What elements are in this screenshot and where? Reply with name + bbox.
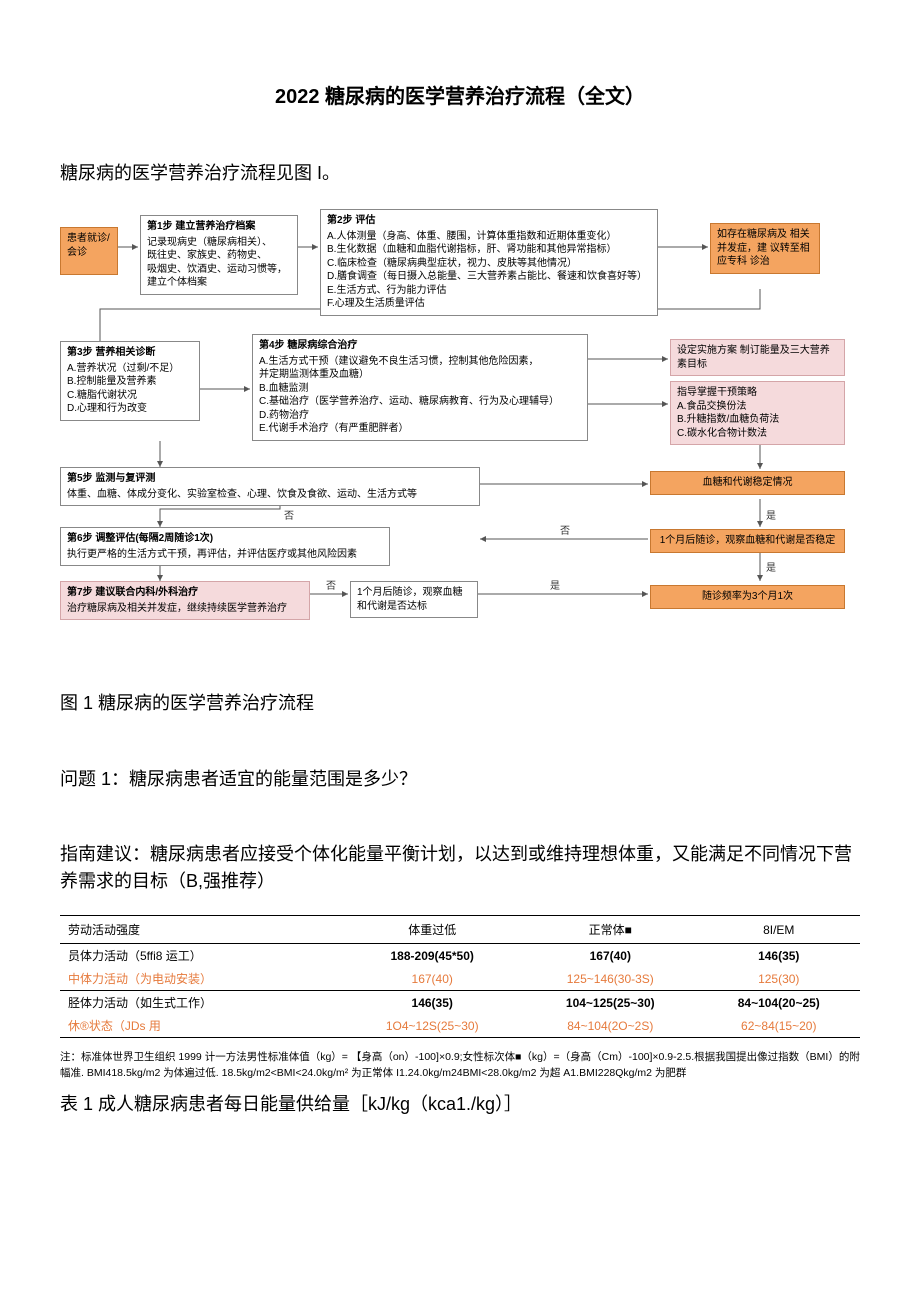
node-step6-title: 第6步 调整评估(每隔2周随诊1次) bbox=[67, 532, 383, 546]
flowchart: 否 否 是 是 否 是 患者就诊/ 会诊 第1步 建立营养治疗档案 记录现病史（… bbox=[60, 209, 860, 649]
svg-text:是: 是 bbox=[766, 510, 776, 522]
node-step6-body: 执行更严格的生活方式干预，再评估，并评估医疗或其他风险因素 bbox=[67, 548, 383, 562]
table-cell: 167(40) bbox=[341, 967, 523, 991]
table-cell: 167(40) bbox=[523, 944, 697, 968]
table-cell: 104~125(25~30) bbox=[523, 991, 697, 1015]
node-step5-title: 第5步 监测与复评测 bbox=[67, 472, 473, 486]
node-plan-b: 指导掌握干预策略 A.食品交换份法 B.升糖指数/血糖负荷法 C.碳水化合物计数… bbox=[670, 381, 845, 445]
svg-text:否: 否 bbox=[560, 525, 570, 537]
guideline-text: 指南建议：糖尿病患者应接受个体化能量平衡计划，以达到或维持理想体重，又能满足不同… bbox=[60, 841, 860, 895]
node-step7-title: 第7步 建议联合内科/外科治疗 bbox=[67, 586, 303, 600]
svg-text:是: 是 bbox=[766, 562, 776, 574]
intro-text: 糖尿病的医学营养治疗流程见图 I。 bbox=[60, 159, 860, 185]
table-cell: 中体力活动（为电动安装） bbox=[60, 967, 341, 991]
node-step5-body: 体重、血糖、体成分变化、实验室检查、心理、饮食及食欲、运动、生活方式等 bbox=[67, 488, 473, 502]
th-0: 劳动活动强度 bbox=[60, 916, 341, 944]
table-row: 胫体力活动（如生式工作）146(35)104~125(25~30)84~104(… bbox=[60, 991, 860, 1015]
table-cell: 胫体力活动（如生式工作） bbox=[60, 991, 341, 1015]
node-followup2: 1个月后随诊，观察血糖 和代谢是否达标 bbox=[350, 581, 478, 618]
node-stable: 血糖和代谢稳定情况 bbox=[650, 471, 845, 495]
table-cell: 员体力活动（5ffi8 运工） bbox=[60, 944, 341, 968]
table-row: 休®状态（JDs 用1O4~12S(25~30)84~104(2O~2S)62~… bbox=[60, 1014, 860, 1038]
node-step3-body: A.营养状况（过剩/不足） B.控制能量及营养素 C.糖脂代谢状况 D.心理和行… bbox=[67, 362, 193, 416]
node-step3: 第3步 营养相关诊断 A.营养状况（过剩/不足） B.控制能量及营养素 C.糖脂… bbox=[60, 341, 200, 421]
node-step2-title: 第2步 评估 bbox=[327, 214, 651, 228]
table-row: 员体力活动（5ffi8 运工）188-209(45*50)167(40)146(… bbox=[60, 944, 860, 968]
table-cell: 84~104(2O~2S) bbox=[523, 1014, 697, 1038]
node-start: 患者就诊/ 会诊 bbox=[60, 227, 118, 275]
table-caption: 表 1 成人糖尿病患者每日能量供给量［kJ/kg（kca1./kg）］ bbox=[60, 1090, 860, 1116]
th-3: 8I/EM bbox=[698, 916, 860, 944]
node-step4: 第4步 糖尿病综合治疗 A.生活方式干预（建议避免不良生活习惯，控制其他危险因素… bbox=[252, 334, 588, 441]
node-step1-body: 记录现病史（糖尿病相关）、 既往史、家族史、药物史、 吸烟史、饮酒史、运动习惯等… bbox=[147, 236, 291, 290]
table-cell: 188-209(45*50) bbox=[341, 944, 523, 968]
svg-text:否: 否 bbox=[284, 510, 294, 522]
th-2: 正常体■ bbox=[523, 916, 697, 944]
table-cell: 休®状态（JDs 用 bbox=[60, 1014, 341, 1038]
node-step5: 第5步 监测与复评测 体重、血糖、体成分变化、实验室检查、心理、饮食及食欲、运动… bbox=[60, 467, 480, 506]
table-cell: 1O4~12S(25~30) bbox=[341, 1014, 523, 1038]
table-cell: 84~104(20~25) bbox=[698, 991, 860, 1015]
node-step3-title: 第3步 营养相关诊断 bbox=[67, 346, 193, 360]
table-cell: 146(35) bbox=[698, 944, 860, 968]
node-step4-title: 第4步 糖尿病综合治疗 bbox=[259, 339, 581, 353]
page-title: 2022 糖尿病的医学营养治疗流程（全文） bbox=[60, 80, 860, 109]
node-freq: 随诊频率为3个月1次 bbox=[650, 585, 845, 609]
node-referral: 如存在糖尿病及 相关并发症，建 议转至相应专科 诊治 bbox=[710, 223, 820, 274]
svg-text:是: 是 bbox=[550, 580, 560, 592]
node-step1-title: 第1步 建立营养治疗档案 bbox=[147, 220, 291, 234]
node-step1: 第1步 建立营养治疗档案 记录现病史（糖尿病相关）、 既往史、家族史、药物史、 … bbox=[140, 215, 298, 295]
table-cell: 125~146(30-3S) bbox=[523, 967, 697, 991]
table-cell: 62~84(15~20) bbox=[698, 1014, 860, 1038]
node-step7: 第7步 建议联合内科/外科治疗 治疗糖尿病及相关并发症，继续持续医学营养治疗 bbox=[60, 581, 310, 620]
question-1: 问题 1：糖尿病患者适宜的能量范围是多少？ bbox=[60, 765, 860, 791]
table-footnote: 注：标准体世界卫生组织 1999 计一方法男性标准体值（kg）= 【身高（on）… bbox=[60, 1050, 860, 1082]
node-step4-body: A.生活方式干预（建议避免不良生活习惯，控制其他危险因素， 并定期监测体重及血糖… bbox=[259, 355, 581, 436]
node-followup1: 1个月后随诊，观察血糖和代谢是否稳定 bbox=[650, 529, 845, 553]
node-step2: 第2步 评估 A.人体测量（身高、体重、腰围，计算体重指数和近期体重变化） B.… bbox=[320, 209, 658, 316]
node-step2-body: A.人体测量（身高、体重、腰围，计算体重指数和近期体重变化） B.生化数据（血糖… bbox=[327, 230, 651, 311]
svg-text:否: 否 bbox=[326, 580, 336, 592]
table-header-row: 劳动活动强度 体重过低 正常体■ 8I/EM bbox=[60, 916, 860, 944]
table-cell: 125(30) bbox=[698, 967, 860, 991]
node-plan-a: 设定实施方案 制订能量及三大营养素目标 bbox=[670, 339, 845, 376]
table-row: 中体力活动（为电动安装）167(40)125~146(30-3S)125(30) bbox=[60, 967, 860, 991]
node-step7-body: 治疗糖尿病及相关并发症，继续持续医学营养治疗 bbox=[67, 602, 303, 616]
node-step6: 第6步 调整评估(每隔2周随诊1次) 执行更严格的生活方式干预，再评估，并评估医… bbox=[60, 527, 390, 566]
th-1: 体重过低 bbox=[341, 916, 523, 944]
figure-caption: 图 1 糖尿病的医学营养治疗流程 bbox=[60, 689, 860, 715]
energy-table: 劳动活动强度 体重过低 正常体■ 8I/EM 员体力活动（5ffi8 运工）18… bbox=[60, 915, 860, 1038]
table-cell: 146(35) bbox=[341, 991, 523, 1015]
